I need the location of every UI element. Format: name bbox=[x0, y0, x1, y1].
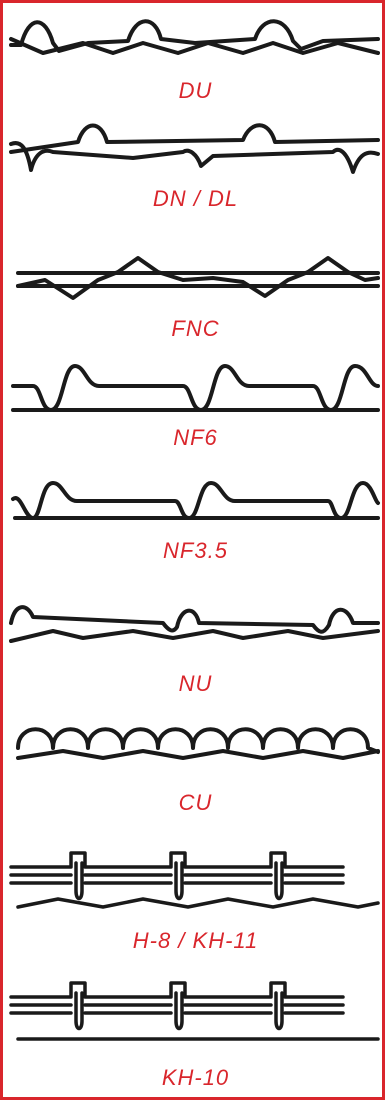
profile-nf6-drawing bbox=[11, 364, 380, 412]
profile-nu bbox=[3, 593, 385, 653]
profile-fnc-drawing bbox=[16, 256, 380, 300]
profile-dn-dl-drawing bbox=[9, 123, 380, 174]
profile-label-fnc: FNC bbox=[171, 316, 220, 341]
profile-cu bbox=[3, 718, 385, 778]
profile-fnc bbox=[3, 248, 385, 308]
profile-nf35-drawing bbox=[11, 481, 380, 520]
profile-label-cu: CU bbox=[178, 790, 213, 815]
profile-nu-drawing bbox=[9, 605, 380, 643]
profile-cu-drawing bbox=[16, 727, 380, 760]
profile-h8-kh11 bbox=[3, 843, 385, 918]
profile-label-nu: NU bbox=[178, 671, 213, 696]
profile-kh10-drawing bbox=[9, 981, 380, 1041]
profile-kh10 bbox=[3, 973, 385, 1053]
profile-nf6 bbox=[3, 358, 385, 418]
profile-du bbox=[3, 13, 385, 73]
profile-du-drawing bbox=[9, 19, 380, 55]
profile-label-nf6: NF6 bbox=[173, 425, 218, 450]
profile-label-dn-dl: DN / DL bbox=[152, 186, 239, 211]
profile-label-nf35: NF3.5 bbox=[163, 538, 228, 563]
profile-h8-kh11-drawing bbox=[9, 851, 380, 909]
profile-label-du: DU bbox=[178, 78, 213, 103]
profile-nf35 bbox=[3, 473, 385, 533]
profile-dn-dl bbox=[3, 118, 385, 180]
profile-label-h8-kh11: H-8 / KH-11 bbox=[132, 928, 259, 953]
profile-label-kh10: KH-10 bbox=[161, 1065, 230, 1090]
